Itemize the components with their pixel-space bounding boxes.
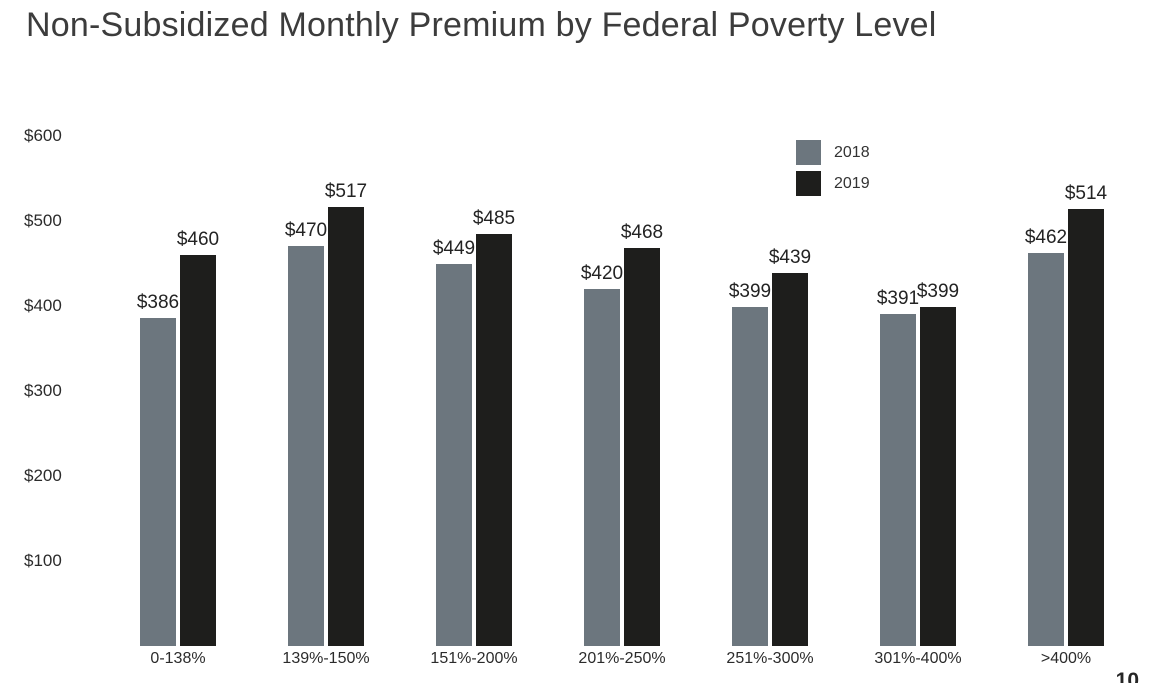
bar-2019-151%-200% xyxy=(476,234,512,646)
bar-2018-0-138% xyxy=(140,318,176,646)
legend-label-2019: 2019 xyxy=(834,174,870,192)
y-axis-tick-label: $100 xyxy=(24,551,62,570)
bar-value-label-2018-139%-150%: $470 xyxy=(284,220,328,241)
y-axis-tick-label: $600 xyxy=(24,126,62,145)
x-axis-category-label: 0-138% xyxy=(150,650,206,667)
bar-value-label-2018-251%-300%: $399 xyxy=(728,281,772,302)
bar-value-label-2019-251%-300%: $439 xyxy=(768,247,812,268)
bar-value-label-2019-0-138%: $460 xyxy=(176,229,220,250)
legend-swatch-2018 xyxy=(796,140,821,165)
chart-legend: 2018 2019 xyxy=(796,140,870,202)
bar-2019-301%-400% xyxy=(920,307,956,646)
bar-value-label-2019-139%-150%: $517 xyxy=(324,181,368,202)
x-axis-category-label: 201%-250% xyxy=(578,650,666,667)
bar-value-label-2018->400%: $462 xyxy=(1024,227,1068,248)
legend-swatch-2019 xyxy=(796,171,821,196)
y-axis-tick-label: $500 xyxy=(24,211,62,230)
bar-2019-0-138% xyxy=(180,255,216,646)
page-number: 10 xyxy=(1115,669,1139,683)
x-axis-category-label: 139%-150% xyxy=(282,650,370,667)
x-axis-category-label: 251%-300% xyxy=(726,650,814,667)
bar-value-label-2019-201%-250%: $468 xyxy=(620,222,664,243)
bar-2018-139%-150% xyxy=(288,246,324,646)
bar-value-label-2019-301%-400%: $399 xyxy=(916,281,960,302)
legend-label-2018: 2018 xyxy=(834,143,870,161)
bar-2018-301%-400% xyxy=(880,314,916,646)
bar-2018-251%-300% xyxy=(732,307,768,646)
bar-2019-201%-250% xyxy=(624,248,660,646)
bar-value-label-2018-0-138%: $386 xyxy=(136,292,180,313)
bar-value-label-2019-151%-200%: $485 xyxy=(472,208,516,229)
x-axis-category-label: 151%-200% xyxy=(430,650,518,667)
bar-2018-151%-200% xyxy=(436,264,472,646)
bar-2019-139%-150% xyxy=(328,207,364,646)
chart-title: Non-Subsidized Monthly Premium by Federa… xyxy=(26,6,937,44)
y-axis-tick-label: $200 xyxy=(24,466,62,485)
bar-value-label-2018-151%-200%: $449 xyxy=(432,238,476,259)
y-axis-tick-label: $300 xyxy=(24,381,62,400)
bar-value-label-2018-201%-250%: $420 xyxy=(580,263,624,284)
legend-item-2018: 2018 xyxy=(796,140,870,165)
bar-2018->400% xyxy=(1028,253,1064,646)
y-axis-tick-label: $400 xyxy=(24,296,62,315)
bar-2018-201%-250% xyxy=(584,289,620,646)
x-axis-category-label: >400% xyxy=(1040,650,1092,667)
bar-value-label-2019->400%: $514 xyxy=(1064,183,1108,204)
x-axis-category-label: 301%-400% xyxy=(874,650,962,667)
legend-item-2019: 2019 xyxy=(796,171,870,196)
bar-2019->400% xyxy=(1068,209,1104,646)
bar-value-label-2018-301%-400%: $391 xyxy=(876,288,920,309)
bar-2019-251%-300% xyxy=(772,273,808,646)
